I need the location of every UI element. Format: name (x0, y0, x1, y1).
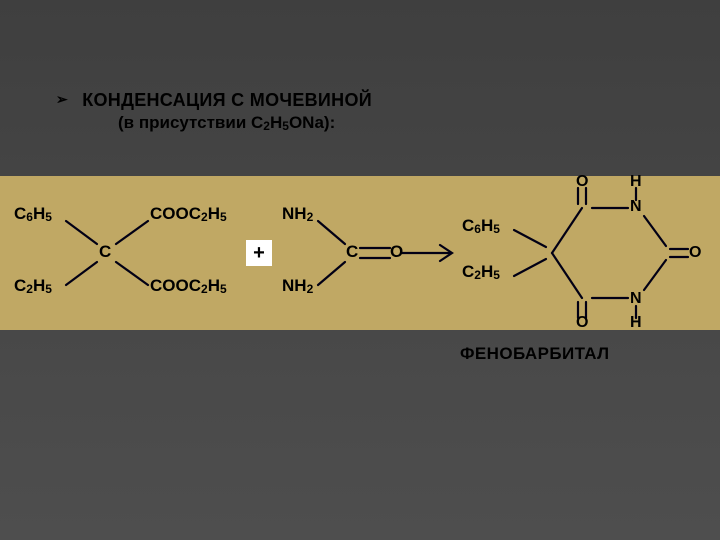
r1-center: C (99, 242, 111, 262)
prod-n-bot: N (630, 290, 642, 308)
prod-o-bot: O (576, 314, 588, 332)
prod-o-top: O (576, 173, 588, 191)
prod-h-top: H (630, 173, 642, 191)
r2-nh2-top: NH2 (282, 204, 313, 224)
r1-group1: COOC2H5 (150, 204, 227, 224)
plus-icon: + (246, 240, 272, 266)
r1-sub1: C6H5 (14, 204, 52, 224)
r1-group2: COOC2H5 (150, 276, 227, 296)
prod-h-bot: H (630, 314, 642, 332)
prod-sub2: C2H5 (462, 262, 500, 282)
slide-header: ➢ КОНДЕНСАЦИЯ С МОЧЕВИНОЙ (в присутствии… (56, 90, 372, 133)
r2-center: C (346, 242, 358, 262)
r2-oxygen: O (390, 242, 403, 262)
title-line-2: (в присутствии C2H5ONa): (118, 113, 372, 133)
title-line-1: КОНДЕНСАЦИЯ С МОЧЕВИНОЙ (82, 90, 372, 110)
prod-sub1: C6H5 (462, 216, 500, 236)
prod-o-right: O (689, 244, 701, 262)
r2-nh2-bot: NH2 (282, 276, 313, 296)
product-caption: ФЕНОБАРБИТАЛ (460, 344, 610, 364)
r1-sub2: C2H5 (14, 276, 52, 296)
bullet-icon: ➢ (56, 91, 68, 108)
prod-n-top: N (630, 198, 642, 216)
